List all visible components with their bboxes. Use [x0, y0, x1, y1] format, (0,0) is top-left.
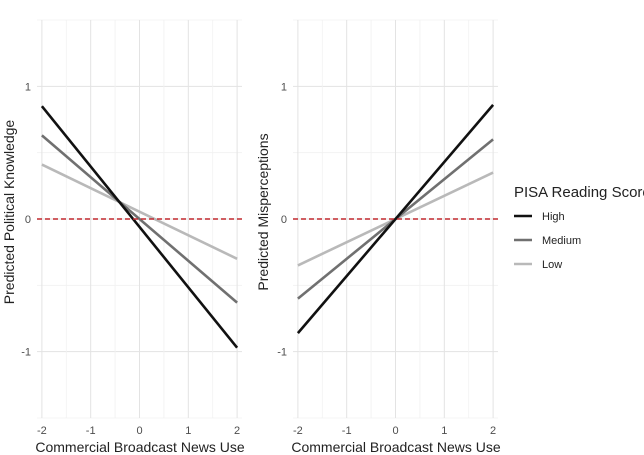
panel-1-x-tick-label: -2	[37, 425, 47, 437]
panel-2-x-tick-label: 2	[490, 425, 496, 437]
panel-2-y-tick-labels: -1 0 1	[277, 81, 287, 358]
panel-1-gridlines	[37, 19, 242, 419]
legend-label-medium: Medium	[542, 235, 581, 247]
panel-2-series	[296, 104, 495, 334]
legend-items: High Medium Low	[514, 211, 581, 271]
panel-political-knowledge: -2 -1 0 1 2 -1 0 1 Commercial Broadcast News U…	[1, 19, 245, 455]
panel-2-x-tick-labels: -2 -1 0 1 2	[293, 425, 496, 437]
panel-1-y-tick-label: 1	[25, 81, 31, 93]
legend-label-high: High	[542, 211, 565, 223]
legend-label-low: Low	[542, 259, 562, 271]
panel-2-x-tick-label: -1	[342, 425, 352, 437]
panel-1-series-high-line	[40, 105, 239, 349]
panel-2-y-tick-label: -1	[277, 347, 287, 359]
panel-2-x-tick-label: 1	[441, 425, 447, 437]
panel-1-y-axis-label: Predicted Political Knowledge	[1, 120, 17, 305]
legend-title: PISA Reading Score	[514, 184, 644, 201]
panel-1-x-tick-label: 2	[234, 425, 240, 437]
panel-1-y-tick-label: 0	[25, 214, 31, 226]
panel-1-series-medium-line	[41, 134, 238, 304]
panel-1-x-tick-label: -1	[86, 425, 96, 437]
panel-1-y-tick-label: -1	[21, 347, 31, 359]
legend: PISA Reading Score High Medium Low	[514, 184, 644, 271]
panel-1-x-axis-label: Commercial Broadcast News Use	[35, 439, 244, 455]
panel-2-x-axis-label: Commercial Broadcast News Use	[291, 439, 500, 455]
panel-1-x-tick-label: 0	[136, 425, 142, 437]
panel-2-y-axis-label: Predicted Misperceptions	[255, 133, 271, 290]
panel-1-series	[40, 105, 239, 349]
panel-2-series-high-line	[296, 104, 495, 334]
panel-2-x-tick-label: 0	[392, 425, 398, 437]
panel-2-y-tick-label: 1	[281, 81, 287, 93]
panel-1-x-tick-label: 1	[185, 425, 191, 437]
panel-2-gridlines	[293, 19, 498, 419]
panel-1-y-tick-labels: -1 0 1	[21, 81, 31, 358]
panel-2-y-tick-label: 0	[281, 214, 287, 226]
panel-1-series-low-line	[41, 163, 238, 260]
panel-misperceptions: -2 -1 0 1 2 -1 0 1 Commercial Broadcast News U…	[255, 19, 501, 455]
panel-2-x-tick-label: -2	[293, 425, 303, 437]
panel-1-x-tick-labels: -2 -1 0 1 2	[37, 425, 240, 437]
